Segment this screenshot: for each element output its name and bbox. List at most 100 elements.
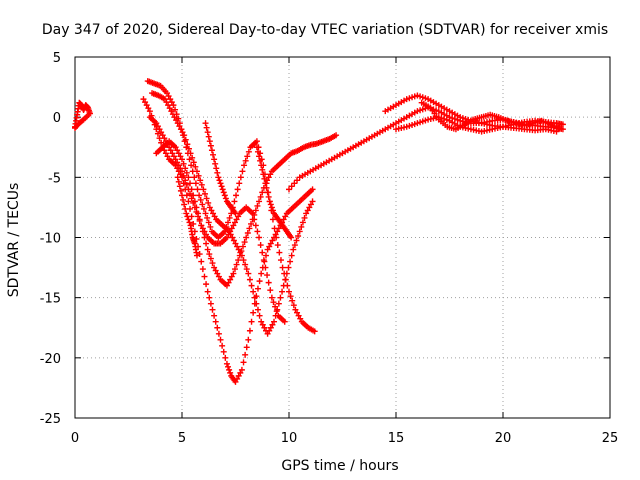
data-point <box>267 324 274 331</box>
data-point <box>274 242 281 249</box>
data-point <box>234 186 241 193</box>
data-point <box>140 96 147 103</box>
data-point <box>179 129 186 136</box>
data-point <box>241 162 248 169</box>
data-point <box>232 240 239 247</box>
x-tick-label: 15 <box>388 431 405 446</box>
series-arc-9 <box>253 144 295 241</box>
data-point <box>206 294 213 301</box>
data-point <box>295 232 302 239</box>
data-point <box>161 96 168 103</box>
data-point <box>429 107 436 114</box>
data-point <box>273 234 280 241</box>
data-point <box>185 216 192 223</box>
data-point <box>254 228 261 235</box>
data-point <box>202 120 209 127</box>
data-point <box>190 192 197 199</box>
data-point <box>182 177 189 184</box>
data-point <box>167 147 174 154</box>
data-point <box>214 169 221 176</box>
data-point <box>208 207 215 214</box>
data-point <box>177 171 184 178</box>
data-point <box>222 195 229 202</box>
data-point <box>187 190 194 197</box>
data-point <box>264 246 271 253</box>
data-point <box>260 257 267 264</box>
data-point <box>225 279 232 286</box>
data-point <box>198 222 205 229</box>
data-point <box>200 205 207 212</box>
data-point <box>199 266 206 273</box>
data-point <box>197 196 204 203</box>
series-arc-6 <box>153 132 340 289</box>
data-point <box>243 344 250 351</box>
data-point <box>176 123 183 130</box>
data-point <box>303 210 310 217</box>
series-arc-8 <box>202 120 239 217</box>
data-point <box>215 174 222 181</box>
data-point <box>233 192 240 199</box>
data-point <box>218 183 225 190</box>
data-point <box>180 160 187 167</box>
data-point <box>193 168 200 175</box>
data-point <box>177 187 184 194</box>
data-point <box>179 168 185 175</box>
data-point <box>227 228 234 235</box>
data-point <box>172 144 179 151</box>
data-point <box>165 93 172 100</box>
data-point <box>168 108 175 115</box>
data-point <box>261 324 268 331</box>
data-point <box>174 147 181 154</box>
data-point <box>215 273 222 280</box>
data-point <box>212 267 219 274</box>
data-point <box>231 266 238 273</box>
data-point <box>195 210 202 217</box>
data-point <box>265 279 272 286</box>
data-point <box>164 153 171 160</box>
data-point <box>239 243 246 250</box>
series-arc-12 <box>393 114 560 135</box>
data-point <box>206 138 213 145</box>
data-point <box>265 193 272 200</box>
data-point <box>187 150 194 157</box>
data-point <box>207 300 214 307</box>
data-point <box>286 186 292 193</box>
data-point <box>212 160 219 167</box>
data-point <box>230 222 237 229</box>
data-point <box>219 342 226 349</box>
data-point <box>433 113 440 120</box>
data-point <box>191 198 198 205</box>
data-point <box>288 252 295 259</box>
data-point <box>277 294 284 301</box>
data-point <box>202 190 209 197</box>
data-point <box>227 276 234 283</box>
data-point <box>203 124 210 131</box>
data-point <box>73 123 80 130</box>
data-point <box>261 175 268 182</box>
data-point <box>246 276 253 283</box>
y-tick-label: 0 <box>53 111 61 126</box>
data-point <box>169 111 176 118</box>
data-point <box>185 174 192 181</box>
data-point <box>288 183 295 190</box>
data-point <box>277 257 284 264</box>
data-point <box>268 294 275 301</box>
data-point <box>237 174 244 181</box>
data-point <box>225 363 232 370</box>
data-point <box>252 222 259 229</box>
data-point <box>304 207 311 214</box>
data-point <box>307 201 314 208</box>
data-point <box>293 237 300 244</box>
data-point <box>177 126 184 133</box>
data-point <box>168 99 175 106</box>
data-point <box>263 184 270 191</box>
data-point <box>177 153 184 160</box>
data-point <box>182 136 189 143</box>
data-point <box>172 156 179 163</box>
data-point <box>280 216 287 223</box>
data-point <box>167 96 174 103</box>
data-point <box>230 237 237 244</box>
data-point <box>248 220 255 227</box>
data-point <box>283 270 290 277</box>
